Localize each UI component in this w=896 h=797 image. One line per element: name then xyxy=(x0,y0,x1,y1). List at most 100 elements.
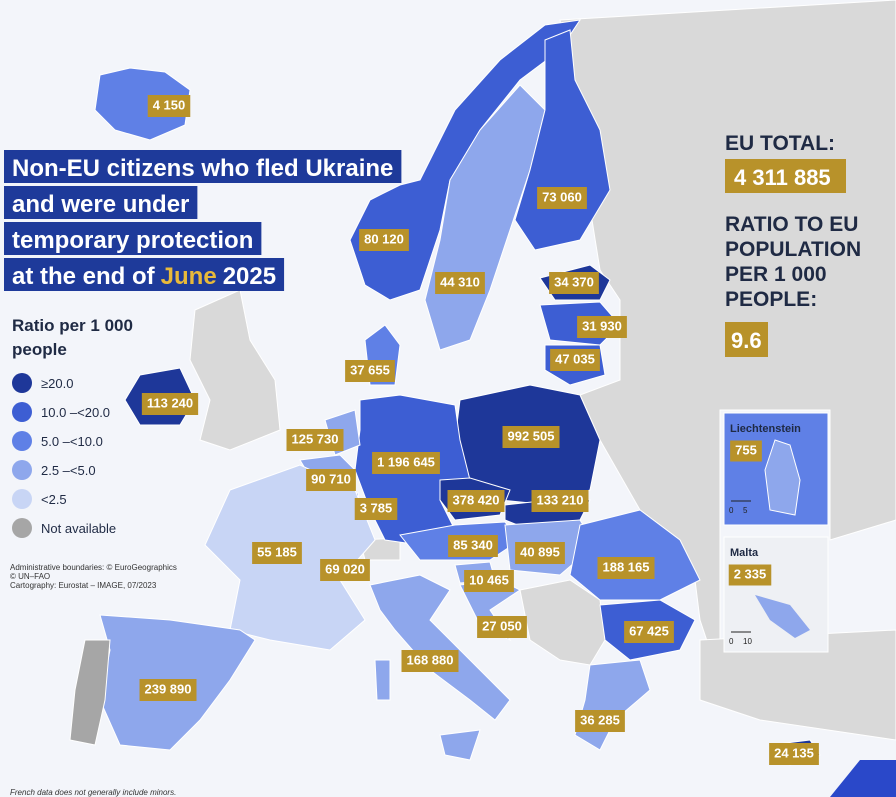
value-label-box xyxy=(550,349,600,371)
value-label-box xyxy=(320,559,370,581)
value-label-box xyxy=(401,650,459,672)
insets xyxy=(723,412,829,653)
ratio-label: POPULATION xyxy=(725,238,861,261)
legend-label: Not available xyxy=(41,521,116,536)
value-label-box xyxy=(306,469,356,491)
scale-label: 10 xyxy=(743,637,752,646)
scale-label: 0 xyxy=(729,506,734,515)
value-label-box xyxy=(575,710,625,732)
legend-title: Ratio per 1 000 xyxy=(12,316,133,335)
inset-value: 755 xyxy=(735,442,757,457)
scale-label: 0 xyxy=(729,637,734,646)
credit: Cartography: Eurostat – IMAGE, 07/2023 xyxy=(10,581,157,590)
value-label-box xyxy=(252,542,302,564)
malta-shape xyxy=(755,595,810,638)
value-label: 34 370 xyxy=(554,274,594,289)
credit: Administrative boundaries: © EuroGeograp… xyxy=(10,563,177,572)
value-label: 85 340 xyxy=(453,537,493,552)
title-box xyxy=(4,186,198,219)
legend-label: 2.5 –<5.0 xyxy=(41,463,96,478)
value-label: 168 880 xyxy=(407,652,454,667)
credit: © UN–FAO xyxy=(10,572,50,581)
value-label: 80 120 xyxy=(364,231,404,246)
value-label: 44 310 xyxy=(440,274,480,289)
value-label-box xyxy=(537,187,587,209)
legend-swatch xyxy=(12,518,32,538)
value-label: 125 730 xyxy=(292,431,339,446)
value-label-box xyxy=(139,679,197,701)
value-label-box xyxy=(141,393,199,415)
legend-title: people xyxy=(12,340,67,359)
liechtenstein-shape xyxy=(764,439,801,516)
title-box xyxy=(4,150,402,183)
value-label: 113 240 xyxy=(147,395,193,410)
eu-total-box xyxy=(725,159,846,193)
value-label: 90 710 xyxy=(311,471,351,486)
value-label-box xyxy=(502,426,560,448)
legend-label: ≥20.0 xyxy=(41,376,73,391)
legend-label: <2.5 xyxy=(41,492,67,507)
scale-label: 5 xyxy=(743,506,748,515)
value-label-box xyxy=(147,95,191,117)
value-label: 55 185 xyxy=(257,544,297,559)
value-label: 24 135 xyxy=(774,745,814,760)
value-label: 3 785 xyxy=(360,500,393,515)
value-label-box xyxy=(464,570,514,592)
value-label: 73 060 xyxy=(542,189,582,204)
legend-swatch xyxy=(12,460,32,480)
value-label-box xyxy=(345,360,395,382)
legend-swatch xyxy=(12,489,32,509)
title-line: Non-EU citizens who fled Ukraine xyxy=(12,155,393,182)
ratio-box xyxy=(725,322,768,357)
value-label-box xyxy=(372,452,440,474)
value-label: 47 035 xyxy=(555,351,595,366)
value-label-box xyxy=(624,621,674,643)
value-label-box xyxy=(515,542,565,564)
value-label-box xyxy=(477,616,527,638)
inset-value: 2 335 xyxy=(734,566,767,581)
value-label: 4 150 xyxy=(153,97,186,112)
title-line: at the end of xyxy=(12,263,156,290)
value-label: 31 930 xyxy=(582,318,622,333)
value-label: 378 420 xyxy=(453,492,500,507)
value-label: 1 196 645 xyxy=(377,454,435,469)
value-label-box xyxy=(769,743,819,765)
ratio-value: 9.6 xyxy=(731,328,762,353)
value-label: 40 895 xyxy=(520,544,560,559)
legend-label: 10.0 –<20.0 xyxy=(41,405,110,420)
eu-total-label: EU TOTAL: xyxy=(725,132,835,155)
legend-swatch xyxy=(12,373,32,393)
legend-label: 5.0 –<10.0 xyxy=(41,434,103,449)
value-label-box xyxy=(577,316,627,338)
value-label-box xyxy=(286,429,344,451)
title-line: temporary protection xyxy=(12,227,253,254)
title-box xyxy=(4,222,262,255)
value-label: 36 285 xyxy=(580,712,620,727)
value-label: 67 425 xyxy=(629,623,669,638)
legend-swatch xyxy=(12,431,32,451)
ratio-label: RATIO TO EU xyxy=(725,213,858,236)
inset-name: Liechtenstein xyxy=(730,423,801,435)
value-label: 992 505 xyxy=(508,428,555,443)
value-label: 37 655 xyxy=(350,362,390,377)
inset-value-box xyxy=(728,564,772,586)
malta-inset xyxy=(723,536,829,653)
title-box xyxy=(4,258,285,291)
value-label-box xyxy=(447,490,505,512)
value-label-box xyxy=(531,490,589,512)
value-label-box xyxy=(435,272,485,294)
value-label-box xyxy=(597,557,655,579)
value-label-box xyxy=(549,272,599,294)
value-label-box xyxy=(359,229,409,251)
value-label-box xyxy=(448,535,498,557)
value-label: 27 050 xyxy=(482,618,522,633)
inset-name: Malta xyxy=(730,547,759,559)
ratio-label: PER 1 000 xyxy=(725,263,827,286)
title-line: and were under xyxy=(12,191,189,218)
value-label: 69 020 xyxy=(325,561,365,576)
ratio-label: PEOPLE: xyxy=(725,288,817,311)
value-label: 239 890 xyxy=(145,681,192,696)
title-month: June xyxy=(161,263,217,290)
eu-total-value: 4 311 885 xyxy=(734,165,831,190)
